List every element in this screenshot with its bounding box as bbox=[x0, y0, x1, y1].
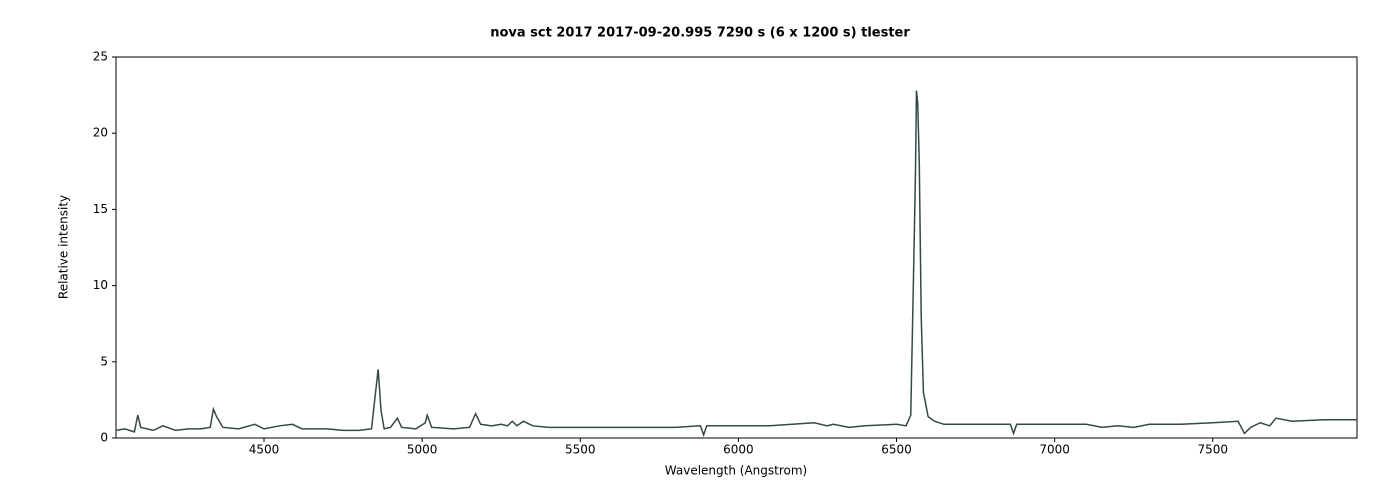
y-tick-label: 20 bbox=[93, 126, 108, 140]
y-tick-label: 15 bbox=[93, 202, 108, 216]
x-tick-label: 6500 bbox=[881, 443, 912, 457]
x-tick-label: 7500 bbox=[1198, 443, 1229, 457]
chart-title: nova sct 2017 2017-09-20.995 7290 s (6 x… bbox=[490, 26, 910, 41]
y-tick-label: 0 bbox=[100, 431, 108, 445]
plot-frame bbox=[115, 56, 1358, 439]
spectrum-line bbox=[115, 90, 1357, 438]
y-tick-label: 10 bbox=[93, 278, 108, 292]
x-tick-label: 6000 bbox=[723, 443, 754, 457]
x-tick-label: 5000 bbox=[407, 443, 438, 457]
x-tick-label: 5500 bbox=[565, 443, 596, 457]
y-tick-label: 25 bbox=[93, 50, 108, 64]
x-axis-label: Wavelength (Angstrom) bbox=[665, 464, 807, 478]
y-axis-label: Relative intensity bbox=[57, 195, 71, 299]
y-tick-label: 5 bbox=[100, 354, 108, 368]
x-tick-label: 7000 bbox=[1039, 443, 1070, 457]
x-tick-label: 4500 bbox=[249, 443, 280, 457]
